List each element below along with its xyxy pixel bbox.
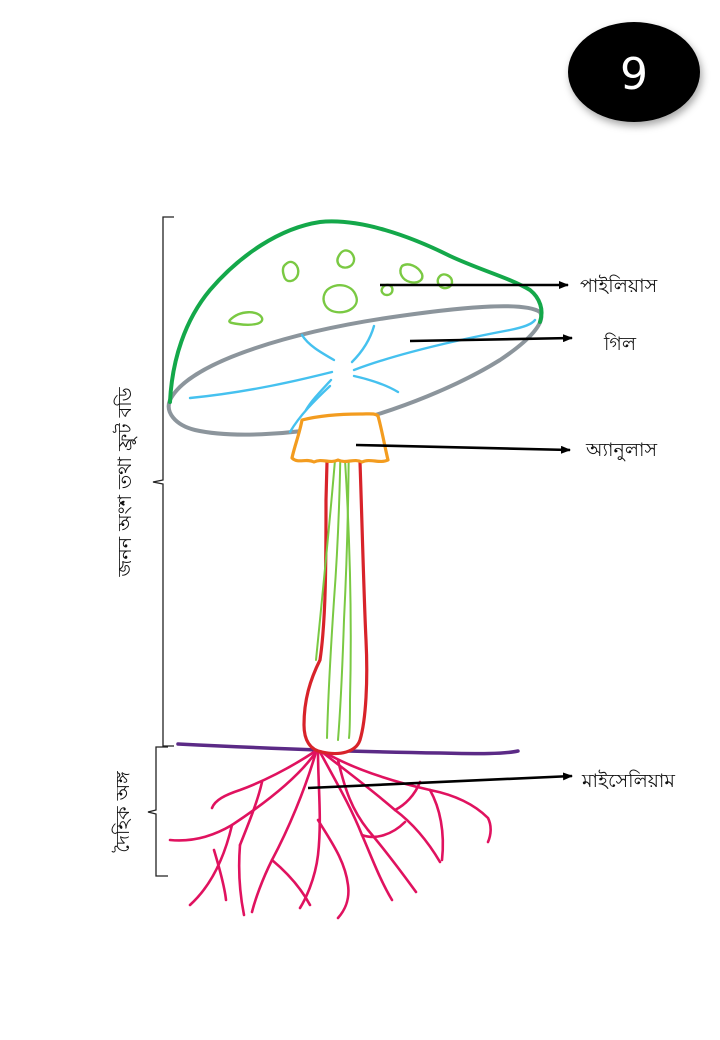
bracket-line [147,746,168,877]
cap-top [168,219,544,404]
hypha [298,750,322,910]
hypha [188,823,234,907]
annulus-label: অ্যানুলাস [585,439,657,461]
label-arrows [307,281,573,790]
cap-spots [228,249,454,326]
bracket-line [152,216,174,747]
cap-spot [228,311,264,326]
mycelium [168,750,492,920]
cap-spot [399,263,424,284]
gill-line [350,324,376,364]
stipe-line [344,459,352,739]
cap-spot [322,284,358,314]
annulus-arrow [355,443,571,454]
cap-spot [281,260,300,283]
badge-ellipse [568,22,700,122]
annulus [290,412,390,464]
page-number: 9 [620,49,648,100]
hypha [238,780,264,847]
gill-arrow [409,334,573,343]
vegetative-bracket-label: দৈহিক অঙ্গ [112,771,134,853]
hypha [270,858,312,907]
hypha [428,788,445,862]
hypha [393,780,422,812]
cap-spot [380,283,394,297]
cap-spot [336,249,356,269]
gill-line [304,378,333,412]
page-number-badge: 9 [568,22,700,122]
hypha [318,750,394,902]
gills [188,318,537,434]
pileus-label: পাইলিয়াস [580,275,658,297]
hypha [237,843,246,917]
hypha [210,750,316,810]
mycelium-arrow [307,772,573,790]
gill-line [300,333,336,362]
gill-line [352,374,400,394]
reproductive-bracket-label: জনন অংশ তথা ফ্রুট বডি [113,386,138,577]
hypha [336,758,370,832]
reproductive-bracket [152,216,174,747]
gill-label: গিল [603,333,637,355]
hypha [322,750,492,844]
stipe-line [315,459,336,661]
hypha [366,828,418,894]
cap-spot [436,273,454,290]
gill-line [188,370,334,400]
vegetative-bracket [147,746,168,877]
hypha [250,750,318,914]
mycelium-label: মাইসেলিয়াম [581,770,675,792]
hypha [212,848,228,902]
hypha [360,820,407,839]
ground-line [176,742,520,756]
gill-line [352,318,537,372]
hypha [316,818,350,920]
